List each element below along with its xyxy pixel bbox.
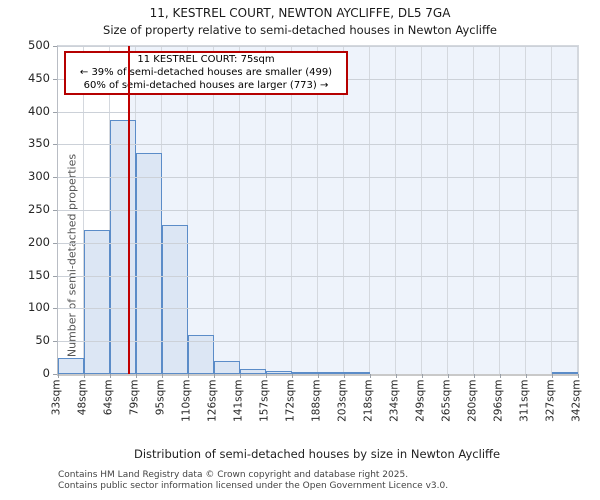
- y-axis-tick: [53, 275, 57, 277]
- histogram-bar: [266, 370, 292, 374]
- property-size-marker-line: [127, 46, 130, 374]
- annotation-larger-line: 60% of semi-detached houses are larger (…: [83, 79, 329, 91]
- x-tick-label: 110sqm: [180, 379, 193, 422]
- histogram-bar: [58, 357, 84, 374]
- x-axis-tick: [84, 374, 85, 378]
- x-tick-label: 218sqm: [362, 379, 375, 422]
- x-axis-title: Distribution of semi-detached houses by …: [133, 447, 501, 461]
- y-tick-label: 0: [42, 366, 50, 380]
- x-tick-label: 203sqm: [336, 379, 349, 422]
- x-axis-tick: [552, 374, 553, 378]
- footer-attribution: Contains HM Land Registry data © Crown c…: [58, 470, 448, 491]
- horizontal-gridline: [58, 144, 578, 146]
- x-axis-tick: [188, 374, 189, 378]
- x-axis-tick: [578, 374, 579, 378]
- y-tick-label: 450: [28, 70, 50, 85]
- x-tick-label: 141sqm: [232, 379, 245, 422]
- histogram-bar: [84, 229, 110, 374]
- histogram-bar: [214, 360, 240, 374]
- x-tick-label: 33sqm: [50, 379, 63, 416]
- y-tick-label: 500: [28, 38, 50, 52]
- y-tick-label: 100: [28, 300, 50, 315]
- x-axis-tick: [58, 374, 59, 378]
- y-axis-tick: [53, 46, 57, 47]
- plot-area: 11 KESTREL COURT: 75sqm ← 39% of semi-de…: [53, 45, 579, 378]
- horizontal-gridline: [58, 308, 578, 310]
- x-tick-label: 342sqm: [570, 379, 583, 422]
- x-tick-label: 64sqm: [102, 379, 115, 416]
- x-axis-tick: [292, 374, 293, 378]
- x-axis-tick: [396, 374, 397, 378]
- y-axis-tick: [53, 111, 57, 113]
- footer-line-2: Contains public sector information licen…: [58, 480, 449, 491]
- x-tick-label: 311sqm: [518, 379, 531, 422]
- horizontal-gridline: [58, 177, 578, 179]
- x-tick-label: 126sqm: [206, 379, 219, 422]
- x-axis-tick: [318, 374, 319, 378]
- x-axis-tick: [526, 374, 527, 378]
- y-axis-tick: [53, 177, 57, 179]
- x-axis-tick: [448, 374, 449, 378]
- x-axis-tick: [110, 374, 111, 378]
- y-tick-label: 350: [28, 136, 50, 151]
- histogram-bar: [162, 225, 188, 374]
- x-tick-label: 296sqm: [492, 379, 505, 422]
- x-axis-tick: [474, 374, 475, 378]
- y-axis-tick: [53, 210, 57, 211]
- x-axis-tick: [422, 374, 423, 378]
- annotation-smaller-line: ← 39% of semi-detached houses are smalle…: [79, 66, 333, 78]
- horizontal-gridline: [58, 341, 578, 343]
- x-tick-label: 327sqm: [544, 379, 557, 422]
- x-axis-tick: [162, 374, 163, 378]
- y-axis-tick: [53, 374, 57, 375]
- histogram-bar: [110, 120, 136, 374]
- marker-annotation-box: 11 KESTREL COURT: 75sqm ← 39% of semi-de…: [64, 51, 348, 96]
- x-axis-tick: [266, 374, 267, 378]
- x-tick-label: 48sqm: [76, 379, 89, 416]
- x-tick-label: 249sqm: [414, 379, 427, 422]
- x-tick-label: 234sqm: [388, 379, 401, 422]
- x-axis-tick: [240, 374, 241, 378]
- x-axis-tick: [370, 374, 371, 378]
- x-tick-label: 157sqm: [258, 379, 271, 422]
- x-axis-tick: [214, 374, 215, 378]
- y-tick-label: 50: [35, 333, 50, 348]
- y-axis-tick: [53, 308, 57, 310]
- x-tick-label: 172sqm: [284, 379, 297, 422]
- x-axis-tick: [500, 374, 501, 378]
- footer-line-1: Contains HM Land Registry data © Crown c…: [58, 470, 409, 480]
- y-tick-label: 150: [28, 267, 50, 282]
- histogram-bar: [136, 152, 162, 374]
- y-axis-tick: [53, 144, 57, 146]
- y-axis-tick: [53, 242, 57, 244]
- histogram-bar: [292, 372, 318, 374]
- horizontal-gridline: [58, 111, 578, 113]
- y-axis-tick: [53, 78, 57, 80]
- histogram-bar: [344, 372, 370, 374]
- chart-subtitle: Size of property relative to semi-detach…: [103, 23, 497, 37]
- chart-title: 11, KESTREL COURT, NEWTON AYCLIFFE, DL5 …: [149, 6, 451, 20]
- x-tick-label: 95sqm: [154, 379, 167, 416]
- histogram-bar: [318, 372, 344, 374]
- annotation-property-line: 11 KESTREL COURT: 75sqm: [137, 54, 275, 65]
- horizontal-gridline: [58, 210, 578, 211]
- x-axis-tick: [136, 374, 137, 378]
- x-tick-label: 265sqm: [440, 379, 453, 422]
- y-tick-label: 300: [28, 169, 50, 184]
- x-tick-label: 188sqm: [310, 379, 323, 422]
- x-axis-tick: [344, 374, 345, 378]
- y-tick-label: 400: [28, 103, 50, 118]
- horizontal-gridline: [58, 275, 578, 277]
- y-axis-tick: [53, 341, 57, 343]
- histogram-bar: [240, 369, 266, 374]
- horizontal-gridline: [58, 46, 578, 47]
- x-tick-label: 79sqm: [128, 379, 141, 416]
- y-tick-label: 250: [28, 202, 50, 216]
- x-tick-label: 280sqm: [466, 379, 479, 422]
- y-tick-label: 200: [28, 234, 50, 249]
- horizontal-gridline: [58, 242, 578, 244]
- histogram-bar: [552, 372, 578, 374]
